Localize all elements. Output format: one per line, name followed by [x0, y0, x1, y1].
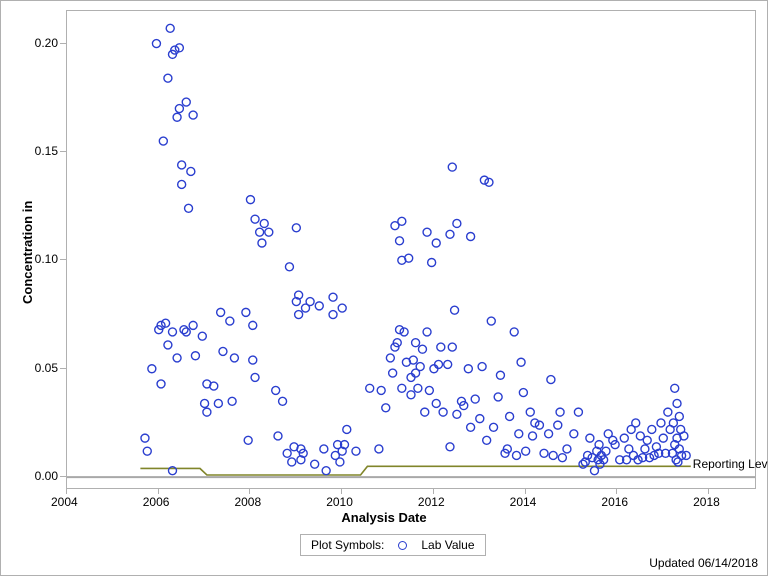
x-tick-label: 2010 [326, 495, 353, 509]
y-tick-label: 0.00 [35, 469, 58, 483]
y-tick-label: 0.15 [35, 144, 58, 158]
x-tick-label: 2004 [51, 495, 78, 509]
footer-updated: Updated 06/14/2018 [649, 556, 758, 570]
y-tick [60, 259, 66, 260]
legend-item-label: Lab Value [421, 538, 474, 552]
x-tick-label: 2014 [510, 495, 537, 509]
x-tick-label: 2008 [234, 495, 261, 509]
x-tick [708, 488, 709, 494]
legend: Plot Symbols: Lab Value [300, 534, 486, 556]
y-tick-label: 0.10 [35, 252, 58, 266]
x-tick [616, 488, 617, 494]
y-axis-label-text: Concentration in [20, 200, 35, 303]
chart-frame: { "chart": { "type": "scatter", "width":… [0, 0, 768, 576]
y-tick [60, 43, 66, 44]
plot-svg [67, 11, 755, 488]
x-tick-label: 2012 [418, 495, 445, 509]
x-tick [341, 488, 342, 494]
x-axis-label-text: Analysis Date [341, 510, 426, 525]
x-tick [249, 488, 250, 494]
y-tick [60, 151, 66, 152]
reporting-level-label: Reporting Level [693, 457, 768, 471]
plot-area [66, 10, 756, 489]
y-tick-label: 0.05 [35, 361, 58, 375]
y-tick-label: 0.20 [35, 36, 58, 50]
x-tick-label: 2018 [693, 495, 720, 509]
y-tick [60, 476, 66, 477]
legend-marker-icon [398, 541, 407, 550]
legend-title: Plot Symbols: [311, 538, 384, 552]
footer-updated-text: Updated 06/14/2018 [649, 556, 758, 570]
x-tick-label: 2016 [601, 495, 628, 509]
x-tick [66, 488, 67, 494]
x-axis-label: Analysis Date [0, 510, 768, 525]
x-tick [525, 488, 526, 494]
x-tick [158, 488, 159, 494]
x-tick-label: 2006 [143, 495, 170, 509]
x-tick [433, 488, 434, 494]
y-tick [60, 368, 66, 369]
y-axis-label: Concentration in [20, 200, 35, 303]
